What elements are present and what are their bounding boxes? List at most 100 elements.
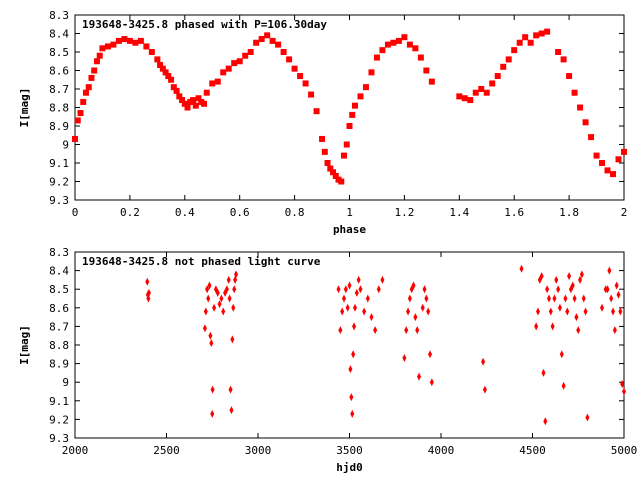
data-point (356, 275, 361, 284)
data-point (336, 285, 341, 294)
data-point (203, 307, 208, 316)
y-tick-label: 8.7 (49, 320, 69, 333)
y-tick-label: 8.9 (49, 120, 69, 133)
data-point (148, 49, 155, 55)
data-point (614, 281, 619, 290)
y-tick-label: 8.5 (49, 283, 69, 296)
data-point (208, 331, 213, 340)
data-point (324, 160, 331, 166)
data-point (395, 37, 402, 44)
data-point (349, 393, 354, 402)
data-point (93, 58, 100, 65)
data-point (478, 86, 485, 92)
data-point (146, 288, 151, 297)
data-point (423, 67, 430, 74)
data-point (583, 307, 588, 316)
data-point (143, 43, 150, 50)
data-point (157, 61, 164, 68)
y-tick-label: 8.4 (49, 265, 69, 278)
data-point (121, 36, 128, 43)
data-point (422, 285, 427, 294)
data-point (611, 307, 616, 316)
data-point (110, 41, 117, 48)
data-point (209, 339, 214, 348)
data-point (565, 307, 570, 316)
data-point (574, 313, 579, 322)
data-point (215, 288, 220, 297)
x-tick-label: 2000 (62, 444, 89, 457)
data-point (308, 91, 315, 98)
data-point (417, 372, 422, 381)
data-point (428, 78, 435, 85)
data-point (219, 294, 224, 303)
y-tick-label: 9.3 (49, 194, 69, 207)
data-point (582, 119, 589, 126)
chart-title: 193648-3425.8 phased with P=106.30day (82, 18, 327, 31)
data-point (173, 87, 180, 94)
data-point (417, 54, 424, 61)
data-point (210, 385, 215, 394)
data-point (563, 294, 568, 303)
data-point (338, 178, 345, 185)
data-point (195, 95, 202, 102)
data-point (228, 385, 233, 394)
data-point (406, 307, 411, 316)
data-point (85, 84, 92, 91)
data-point (556, 285, 561, 294)
x-tick-label: 0.8 (285, 206, 305, 219)
data-point (621, 148, 627, 155)
data-point (559, 350, 564, 359)
x-tick-label: 1 (346, 206, 353, 219)
data-point (402, 354, 407, 363)
data-point (297, 73, 304, 80)
data-point (72, 135, 78, 142)
data-point (538, 30, 545, 37)
data-point (599, 160, 606, 166)
data-point (579, 270, 584, 279)
data-point (231, 60, 238, 67)
data-point (362, 307, 367, 316)
y-tick-label: 8.8 (49, 102, 69, 115)
data-point (91, 67, 98, 74)
data-point (242, 52, 249, 59)
data-point (426, 307, 431, 316)
y-tick-label: 8.7 (49, 83, 69, 96)
x-tick-label: 0.6 (230, 206, 250, 219)
y-tick-label: 8.5 (49, 46, 69, 59)
data-point (539, 272, 544, 281)
data-point (184, 104, 191, 111)
data-point (232, 285, 237, 294)
data-point (365, 294, 370, 303)
data-point (406, 41, 413, 48)
data-point (154, 56, 161, 63)
data-point (345, 303, 350, 312)
data-point (236, 58, 243, 65)
data-point (346, 123, 353, 129)
data-point (420, 303, 425, 312)
data-point (341, 152, 348, 159)
data-point (330, 169, 337, 176)
data-point (550, 322, 555, 331)
data-point (429, 378, 434, 387)
y-tick-label: 8.3 (49, 9, 69, 22)
x-tick-label: 4500 (519, 444, 546, 457)
data-point (96, 52, 103, 59)
y-axis-label: I[mag] (18, 88, 31, 128)
data-point (275, 41, 282, 48)
data-point (482, 385, 487, 394)
y-tick-label: 9.2 (49, 176, 69, 189)
data-point (561, 381, 566, 390)
data-point (176, 93, 183, 100)
data-point (533, 32, 540, 39)
x-tick-label: 0.2 (120, 206, 140, 219)
y-tick-label: 9.3 (49, 432, 69, 445)
x-tick-label: 3000 (245, 444, 272, 457)
data-points (72, 28, 627, 185)
data-point (321, 148, 328, 155)
data-point (224, 285, 229, 294)
data-point (88, 74, 95, 81)
data-point (231, 303, 236, 312)
data-point (534, 322, 539, 331)
data-point (362, 84, 369, 91)
data-point (230, 335, 235, 344)
